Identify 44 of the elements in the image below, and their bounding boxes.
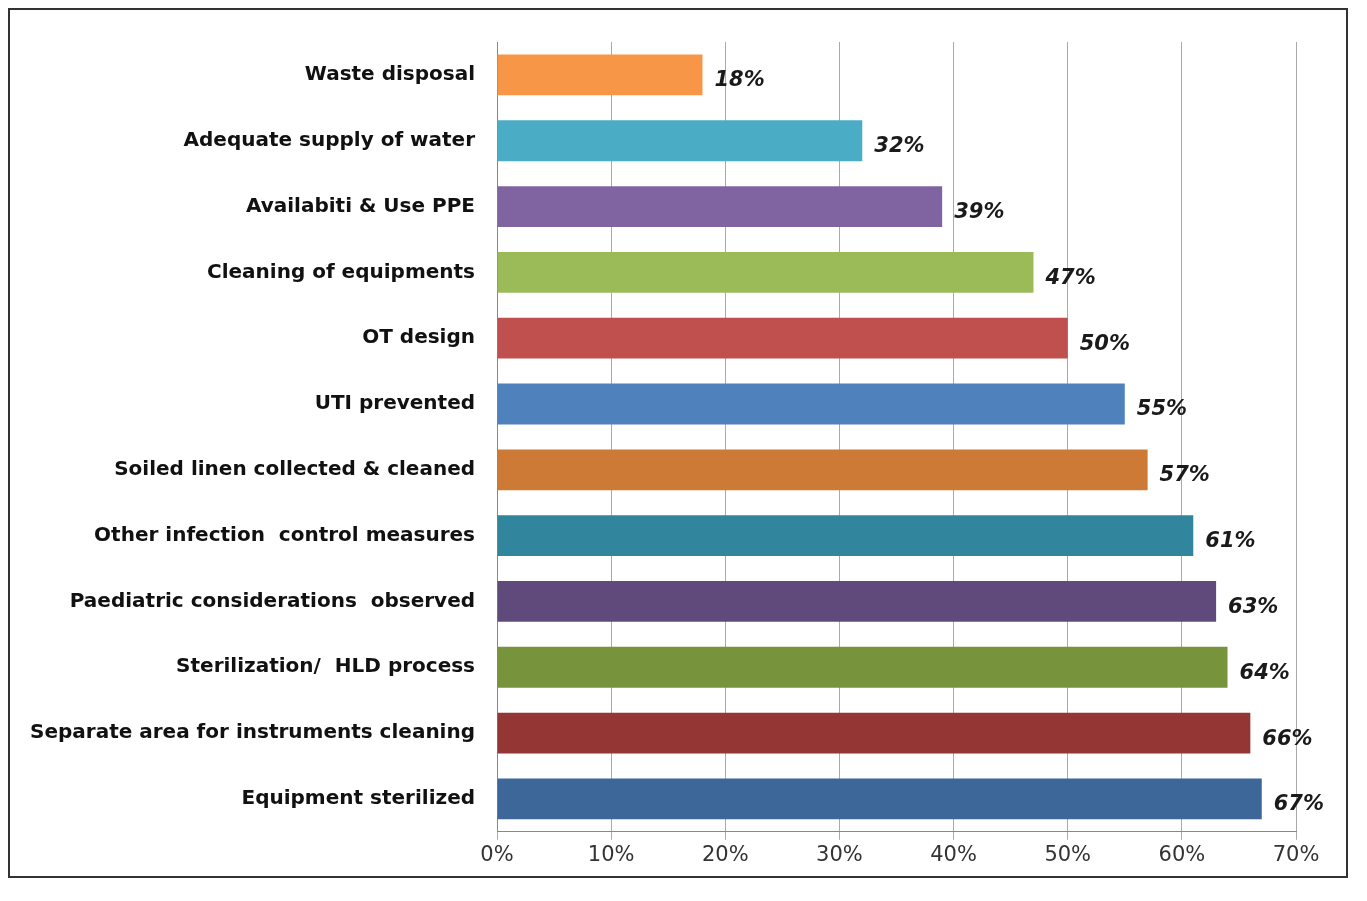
bar — [497, 449, 1148, 491]
bar — [497, 251, 1034, 293]
bar — [497, 712, 1251, 754]
data-label: 47% — [1044, 264, 1096, 289]
y-tick-label: Waste disposal — [304, 61, 476, 86]
data-label: 61% — [1205, 528, 1256, 553]
data-label: 18% — [714, 67, 765, 92]
y-tick-label: Other infection control measures — [94, 521, 476, 546]
y-tick-label: Adequate supply of water — [183, 126, 476, 151]
y-tick-label: Separate area for instruments cleaning — [30, 719, 476, 744]
bar — [497, 778, 1262, 820]
x-tick-label: 10% — [587, 841, 635, 866]
data-label: 64% — [1239, 659, 1290, 684]
y-tick-label: Equipment sterilized — [241, 785, 476, 810]
x-tick-label: 40% — [930, 841, 977, 866]
x-tick-label: 0% — [480, 841, 514, 866]
y-tick-label: Sterilization/ HLD process — [176, 653, 476, 678]
data-label: 32% — [874, 133, 925, 158]
bar — [497, 120, 863, 162]
bar — [497, 317, 1068, 359]
bar — [497, 54, 703, 96]
bar — [497, 383, 1125, 425]
y-tick-label: Cleaning of equipments — [207, 258, 476, 283]
data-label: 66% — [1262, 725, 1313, 750]
y-tick-label: UTI prevented — [314, 390, 476, 415]
x-tick-label: 20% — [701, 841, 749, 866]
data-label: 57% — [1159, 462, 1210, 487]
data-label: 55% — [1136, 396, 1188, 421]
y-tick-label: OT design — [362, 324, 476, 349]
y-tick-label: Paediatric considerations observed — [69, 587, 476, 612]
x-tick-label: 50% — [1044, 841, 1092, 866]
data-label: 39% — [954, 198, 1005, 223]
x-tick-label: 30% — [816, 841, 863, 866]
bar — [497, 515, 1194, 557]
y-tick-label: Availabiti & Use PPE — [245, 192, 476, 217]
bar — [497, 646, 1228, 688]
bar — [497, 186, 943, 227]
data-label: 50% — [1079, 330, 1130, 355]
x-tick-label: 70% — [1272, 841, 1320, 866]
bar — [497, 581, 1217, 622]
data-label: 63% — [1228, 593, 1279, 618]
x-tick-label: 60% — [1158, 841, 1206, 866]
data-label: 67% — [1273, 791, 1325, 816]
y-tick-label: Soiled linen collected & cleaned — [114, 456, 476, 481]
